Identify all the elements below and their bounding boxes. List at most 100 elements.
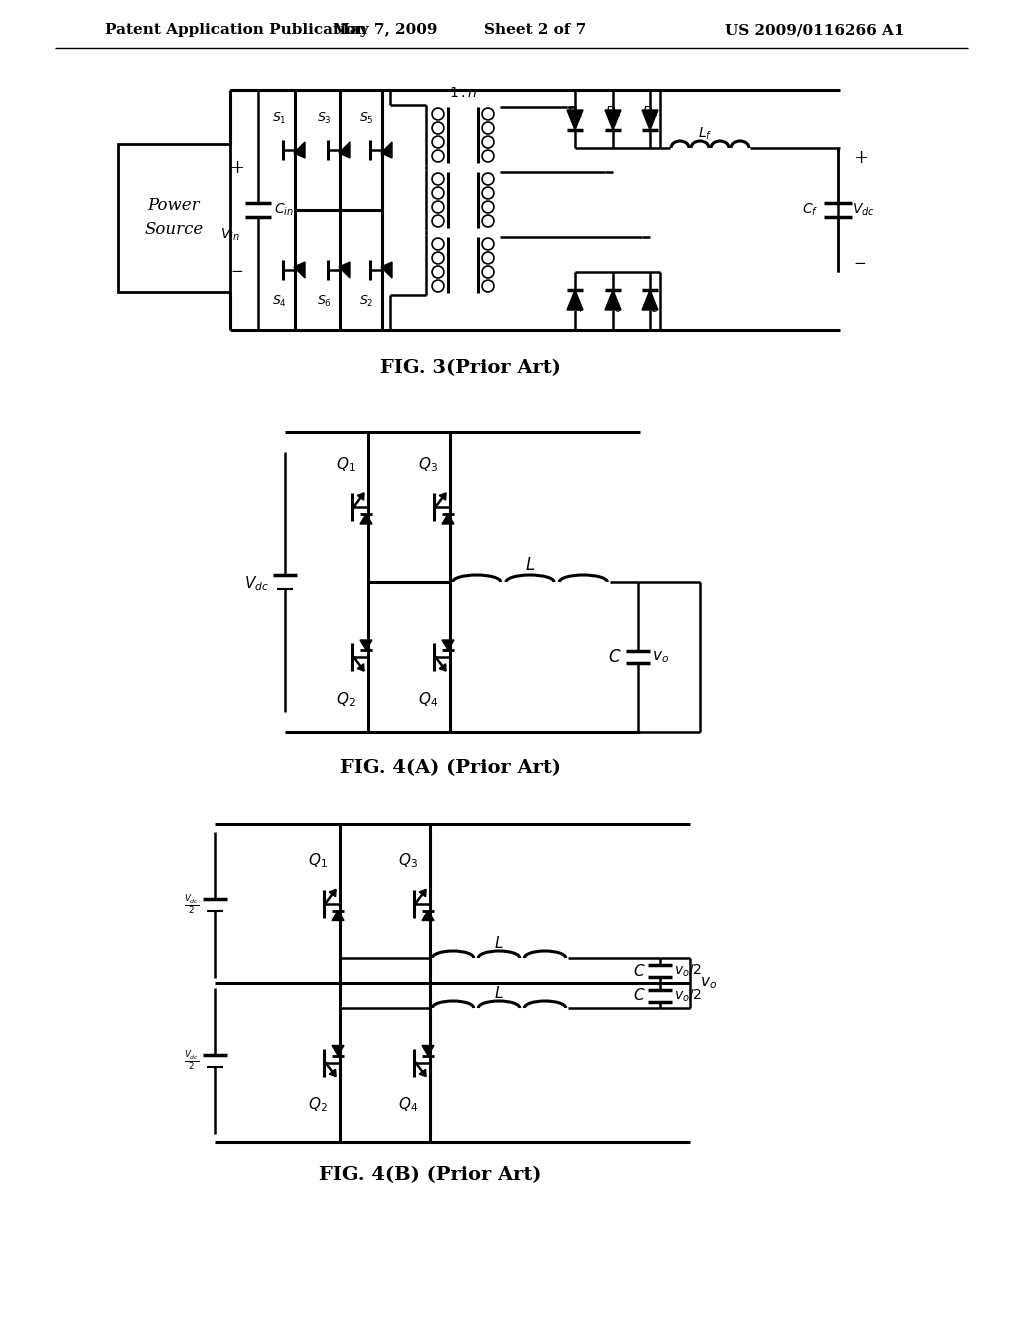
Circle shape — [432, 108, 444, 120]
Text: $S_{6}$: $S_{6}$ — [316, 294, 332, 309]
Text: Source: Source — [144, 222, 204, 239]
Text: FIG. 4(A) (Prior Art): FIG. 4(A) (Prior Art) — [340, 759, 560, 777]
Circle shape — [432, 187, 444, 199]
Circle shape — [482, 201, 494, 213]
Text: $Q_{3}$: $Q_{3}$ — [398, 851, 418, 870]
Text: $v_o$: $v_o$ — [700, 975, 717, 991]
Text: +: + — [853, 149, 868, 168]
Circle shape — [432, 173, 444, 185]
Text: $C$: $C$ — [608, 648, 622, 665]
Text: $L$: $L$ — [495, 935, 504, 950]
Text: $C$: $C$ — [634, 962, 646, 978]
Circle shape — [432, 150, 444, 162]
Text: FIG. 4(B) (Prior Art): FIG. 4(B) (Prior Art) — [318, 1166, 542, 1184]
Text: $Q_{3}$: $Q_{3}$ — [418, 455, 438, 474]
Text: $V_{in}$: $V_{in}$ — [220, 227, 240, 243]
Text: $C_{in}$: $C_{in}$ — [274, 202, 294, 218]
Circle shape — [482, 121, 494, 133]
Text: $D_3$: $D_3$ — [605, 106, 622, 120]
Polygon shape — [357, 492, 364, 500]
Polygon shape — [642, 110, 658, 129]
Circle shape — [482, 136, 494, 148]
Circle shape — [432, 136, 444, 148]
Circle shape — [432, 280, 444, 292]
Circle shape — [482, 108, 494, 120]
Circle shape — [432, 121, 444, 133]
Text: $L_f$: $L_f$ — [697, 125, 713, 143]
Text: $S_{2}$: $S_{2}$ — [358, 294, 374, 309]
Circle shape — [482, 187, 494, 199]
Text: $D_4$: $D_4$ — [566, 300, 584, 315]
Text: $-$: $-$ — [853, 255, 866, 269]
Text: $Q_{4}$: $Q_{4}$ — [398, 1096, 418, 1114]
Polygon shape — [567, 110, 583, 129]
Text: +: + — [229, 158, 245, 177]
Circle shape — [432, 252, 444, 264]
Polygon shape — [339, 261, 350, 279]
Text: $S_{1}$: $S_{1}$ — [271, 111, 287, 125]
Polygon shape — [332, 1045, 344, 1056]
Text: $D_5$: $D_5$ — [642, 106, 658, 120]
Text: $\frac{V_{dc}}{2}$: $\frac{V_{dc}}{2}$ — [183, 1049, 199, 1073]
Polygon shape — [339, 143, 350, 158]
Text: $V_{dc}$: $V_{dc}$ — [852, 202, 874, 218]
Circle shape — [482, 267, 494, 279]
Polygon shape — [605, 110, 621, 129]
Polygon shape — [605, 290, 621, 310]
Circle shape — [482, 173, 494, 185]
Polygon shape — [419, 1069, 426, 1077]
Text: May 7, 2009: May 7, 2009 — [333, 22, 437, 37]
Text: $S_{5}$: $S_{5}$ — [358, 111, 374, 125]
Polygon shape — [357, 664, 364, 671]
Text: $L$: $L$ — [525, 557, 536, 574]
Text: $Q_{4}$: $Q_{4}$ — [418, 690, 438, 709]
Text: $D_6$: $D_6$ — [605, 300, 622, 315]
Polygon shape — [329, 890, 336, 896]
Polygon shape — [294, 261, 305, 279]
Text: $S_{4}$: $S_{4}$ — [271, 294, 287, 309]
Text: $Q_{1}$: $Q_{1}$ — [336, 455, 356, 474]
Text: $D_2$: $D_2$ — [642, 300, 658, 315]
Text: $L$: $L$ — [495, 985, 504, 1001]
Polygon shape — [419, 890, 426, 896]
Circle shape — [482, 280, 494, 292]
Text: $Q_{1}$: $Q_{1}$ — [308, 851, 328, 870]
Text: $C$: $C$ — [634, 987, 646, 1003]
Text: $D_1$: $D_1$ — [567, 106, 584, 120]
Text: $C_f$: $C_f$ — [802, 202, 818, 218]
Polygon shape — [381, 143, 392, 158]
Polygon shape — [360, 640, 372, 649]
Circle shape — [432, 201, 444, 213]
Text: $V_{dc}$: $V_{dc}$ — [244, 574, 269, 594]
Circle shape — [482, 215, 494, 227]
Text: $Q_{2}$: $Q_{2}$ — [308, 1096, 328, 1114]
Polygon shape — [422, 1045, 434, 1056]
Circle shape — [482, 150, 494, 162]
Text: $v_o$: $v_o$ — [652, 649, 669, 665]
Circle shape — [482, 238, 494, 249]
Polygon shape — [442, 513, 454, 524]
Text: US 2009/0116266 A1: US 2009/0116266 A1 — [725, 22, 905, 37]
Circle shape — [432, 215, 444, 227]
Text: Sheet 2 of 7: Sheet 2 of 7 — [484, 22, 586, 37]
Text: $\frac{V_{dc}}{2}$: $\frac{V_{dc}}{2}$ — [183, 894, 199, 916]
Text: $v_o/2$: $v_o/2$ — [674, 962, 702, 978]
Circle shape — [432, 267, 444, 279]
Text: $-$: $-$ — [230, 263, 244, 277]
Circle shape — [432, 238, 444, 249]
Polygon shape — [360, 513, 372, 524]
Circle shape — [482, 252, 494, 264]
Text: $v_o/2$: $v_o/2$ — [674, 987, 702, 1003]
Polygon shape — [642, 290, 658, 310]
Text: Power: Power — [147, 198, 201, 214]
Polygon shape — [567, 290, 583, 310]
Text: $S_{3}$: $S_{3}$ — [316, 111, 332, 125]
Polygon shape — [439, 492, 446, 500]
Text: Patent Application Publication: Patent Application Publication — [105, 22, 367, 37]
Polygon shape — [439, 664, 446, 671]
Text: $1 : n$: $1 : n$ — [449, 86, 477, 100]
Polygon shape — [442, 640, 454, 649]
Bar — [118, 144, 230, 292]
Polygon shape — [332, 911, 344, 920]
Polygon shape — [381, 261, 392, 279]
